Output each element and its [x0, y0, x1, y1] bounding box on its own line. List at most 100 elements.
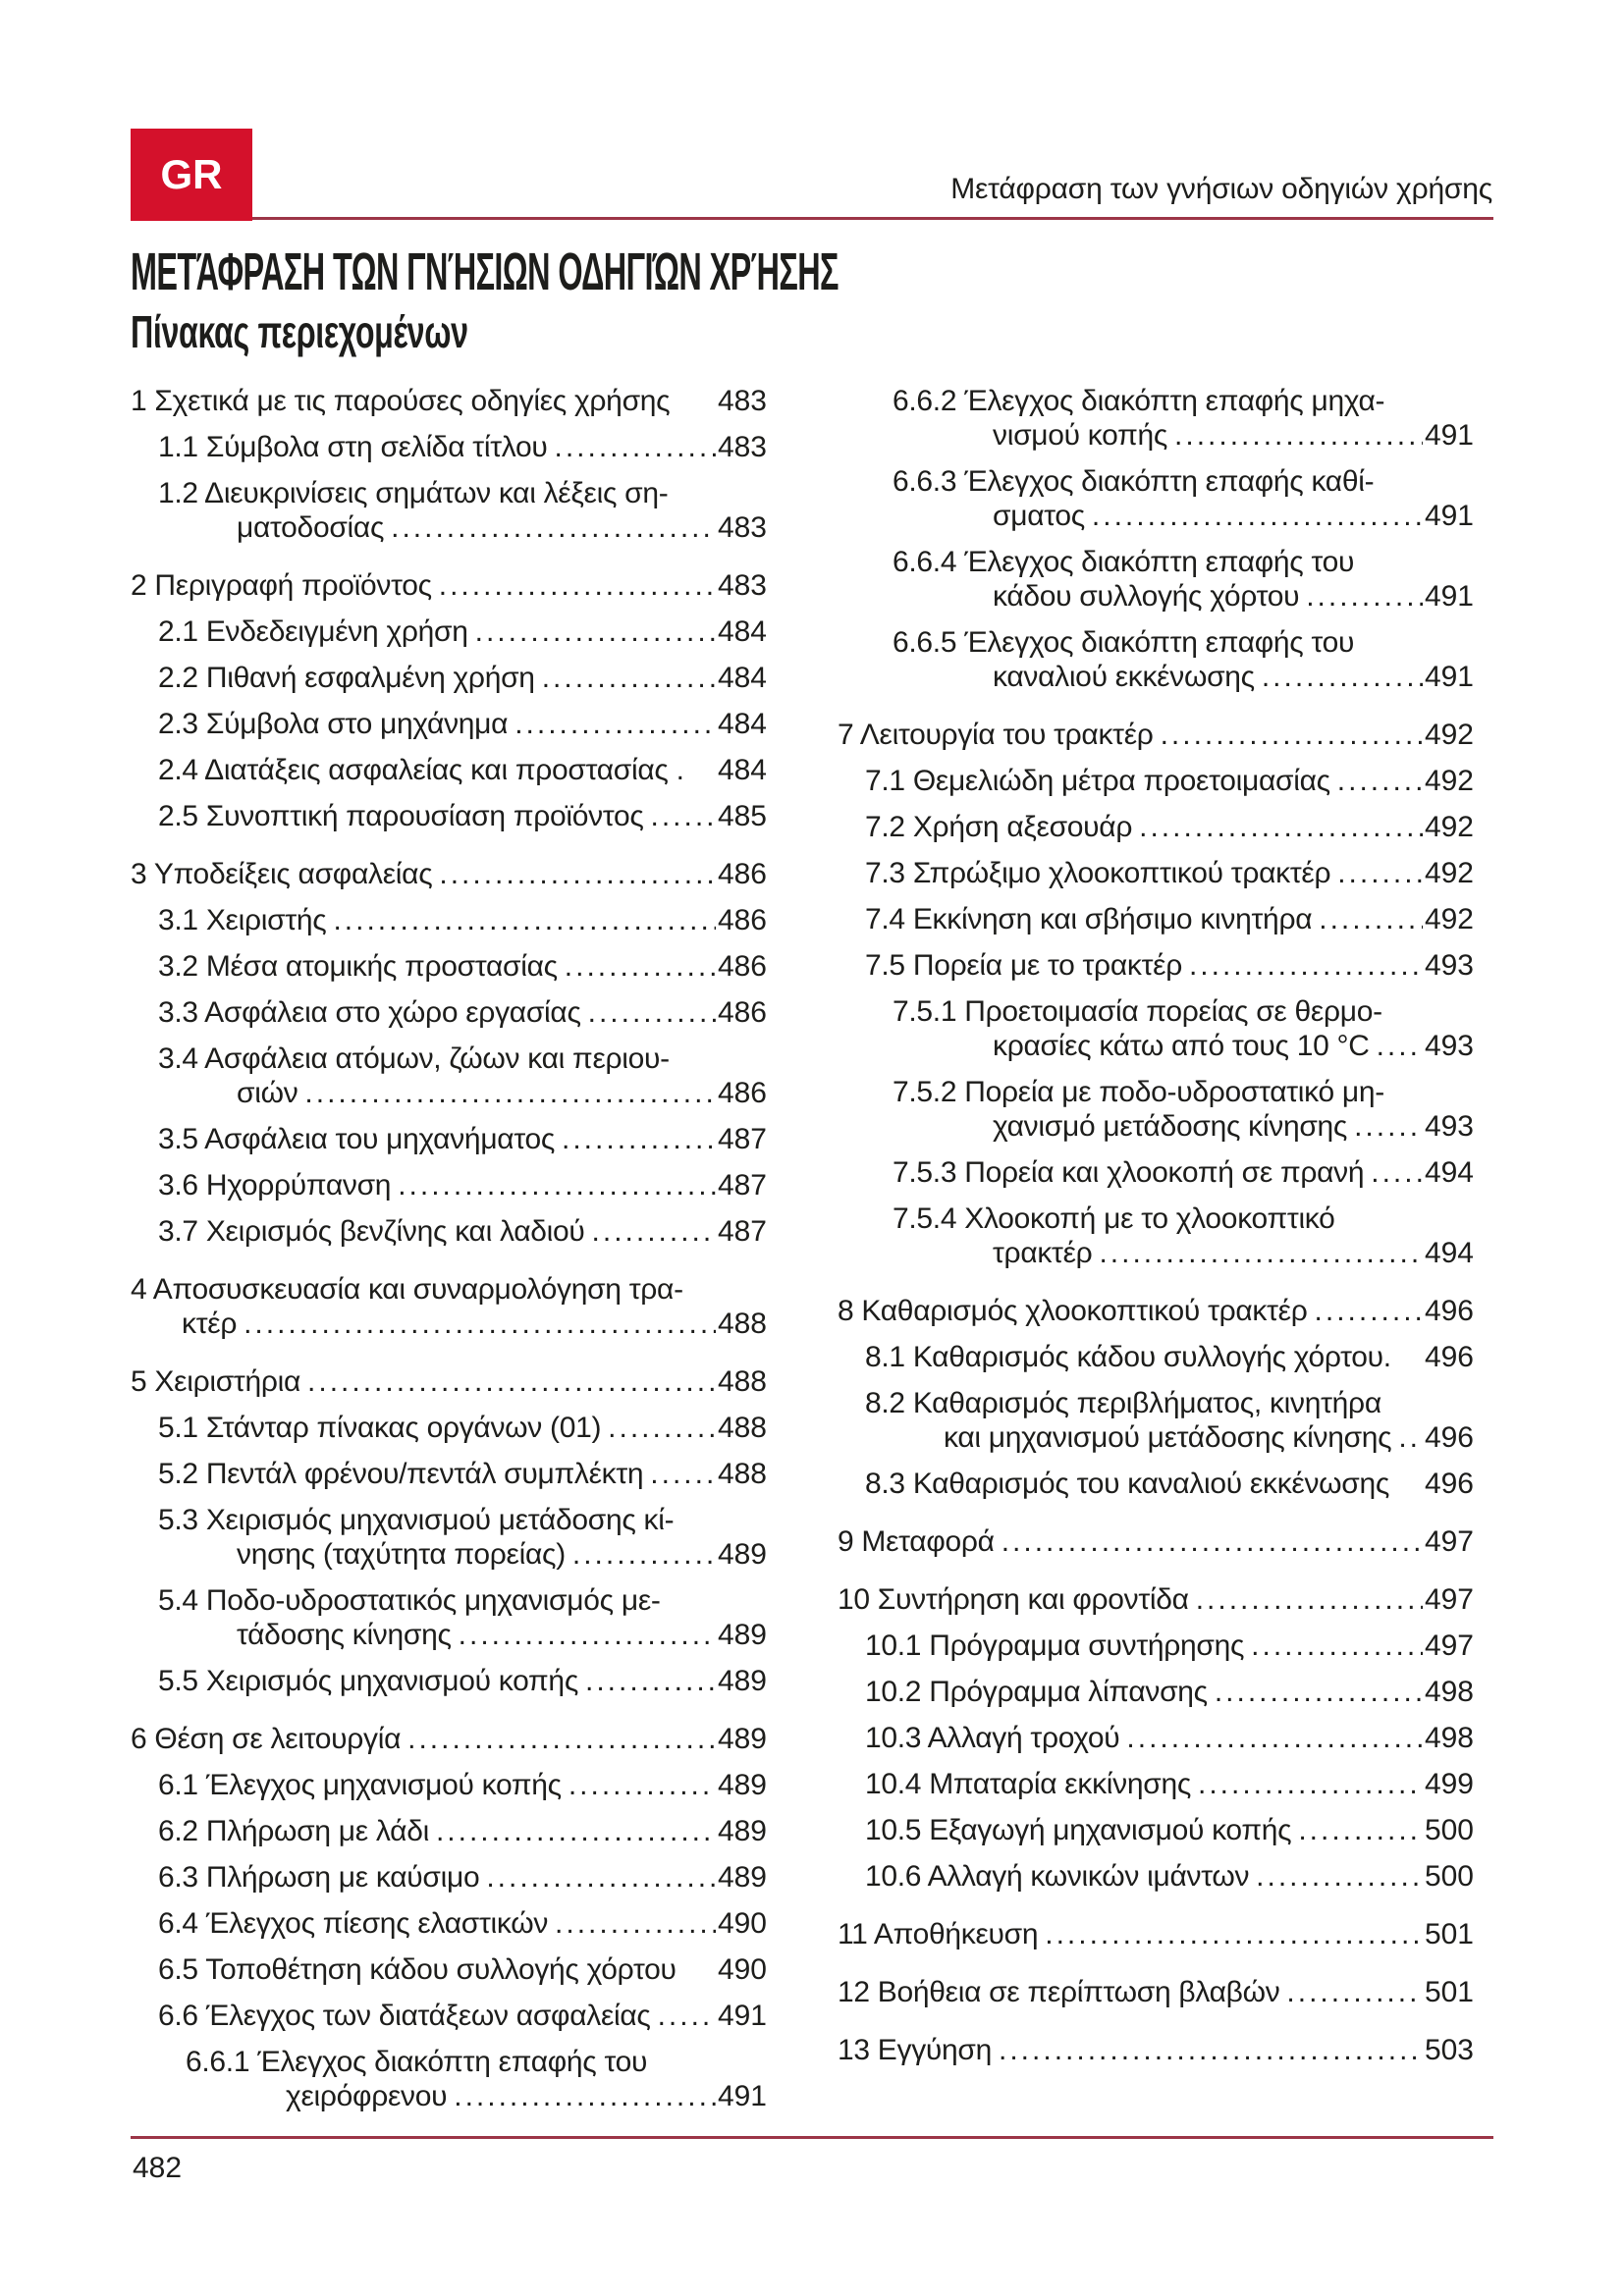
- dot-leader: ........................................…: [1126, 1722, 1423, 1754]
- toc-entry-line: 10.2 Πρόγραμμα λίπανσης.................…: [865, 1675, 1474, 1709]
- toc-entry: 3.5 Ασφάλεια του μηχανήματος............…: [158, 1122, 767, 1156]
- toc-entry: 5.3 Χειρισμός μηχανισμού μετάδοσης κί-νη…: [158, 1503, 767, 1572]
- toc-entry-text: 5.2 Πεντάλ φρένου/πεντάλ συμπλέκτη: [158, 1458, 644, 1490]
- toc-column-right: 6.6.2 Έλεγχος διακόπτη επαφής μηχα-νισμο…: [838, 384, 1474, 2125]
- toc-entry-text: τάδοσης κίνησης: [237, 1619, 452, 1651]
- toc-entry-continuation-line: τρακτέρ.................................…: [993, 1236, 1474, 1270]
- toc-entry-text: 12 Βοήθεια σε περίπτωση βλαβών: [838, 1976, 1280, 2008]
- toc-entry-text: 5.3 Χειρισμός μηχανισμού μετάδοσης κί-: [158, 1504, 675, 1536]
- toc-entry: 10.6 Αλλαγή κωνικών ιμάντων.............…: [865, 1859, 1474, 1894]
- toc-page-number: 486: [717, 996, 767, 1029]
- toc-entry: 3.7 Χειρισμός βενζίνης και λαδιού.......…: [158, 1214, 767, 1249]
- toc-entry: 7.3 Σπρώξιμο χλοοκοπτικού τρακτέρ.......…: [865, 856, 1474, 890]
- toc-entry-continuation-line: ματοδοσίας..............................…: [237, 510, 767, 545]
- toc-entry-text: 6.2 Πλήρωση με λάδι: [158, 1815, 429, 1847]
- toc-entry-line: 7 Λειτουργία του τρακτέρ................…: [838, 718, 1474, 752]
- toc-page-number: 498: [1424, 1676, 1474, 1708]
- toc-entry: 1 Σχετικά με τις παρούσες οδηγίες χρήσης…: [131, 384, 767, 418]
- toc-entry-text: καναλιού εκκένωσης: [993, 661, 1255, 693]
- dot-leader: ........................................…: [435, 1815, 716, 1847]
- toc-entry-line: 5.5 Χειρισμός μηχανισμού κοπής..........…: [158, 1664, 767, 1698]
- toc-entry: 8 Καθαρισμός χλοοκοπτικού τρακτέρ.......…: [838, 1294, 1474, 1328]
- toc-entry-text: 6.6.1 Έλεγχος διακόπτη επαφής του: [186, 2046, 648, 2078]
- toc-entry-line: 1.2 Διευκρινίσεις σημάτων και λέξεις ση-: [158, 476, 767, 510]
- toc-page-number: 492: [1424, 857, 1474, 889]
- toc-page-number: 484: [717, 615, 767, 648]
- page-title: ΜΕΤΆΦΡΑΣΗ ΤΩΝ ΓΝΉΣΙΩΝ ΟΔΗΓΙΏΝ ΧΡΉΣΗΣ: [131, 242, 839, 301]
- dot-leader: ........................................…: [333, 904, 716, 936]
- toc-entry: 6.6.1 Έλεγχος διακόπτη επαφής του χειρόφρ…: [186, 2045, 767, 2113]
- toc-entry: 8.1 Καθαρισμός κάδου συλλογής χόρτου. 496: [865, 1340, 1474, 1374]
- toc-entry: 11 Αποθήκευση...........................…: [838, 1917, 1474, 1951]
- dot-leader: ........................................…: [1139, 811, 1423, 843]
- toc-entry-line: 3 Υποδείξεις ασφαλείας..................…: [131, 857, 767, 891]
- dot-leader: ........................................…: [1261, 661, 1423, 693]
- toc-page-number: 498: [1424, 1722, 1474, 1754]
- toc-page-number: 484: [717, 662, 767, 694]
- toc-page-number: 484: [717, 754, 767, 786]
- dot-leader: ........................................…: [1001, 1525, 1423, 1558]
- toc-entry-line: 7.3 Σπρώξιμο χλοοκοπτικού τρακτέρ.......…: [865, 856, 1474, 890]
- toc-entry-line: 3.6 Ηχορρύπανση.........................…: [158, 1168, 767, 1202]
- toc-entry-line: 2.2 Πιθανή εσφαλμένη χρήση..............…: [158, 661, 767, 695]
- toc-page-number: 489: [717, 1815, 767, 1847]
- dot-leader: ........................................…: [1174, 419, 1423, 452]
- toc-entry-line: 10.5 Εξαγωγή μηχανισμού κοπής...........…: [865, 1813, 1474, 1847]
- toc-page-number: 487: [717, 1169, 767, 1201]
- toc-entry-continuation-line: νησης (ταχύτητα πορείας)................…: [237, 1537, 767, 1572]
- toc-entry-line: 6.5 Τοποθέτηση κάδου συλλογής χόρτου 490: [158, 1952, 767, 1987]
- dot-leader: ........................................…: [1198, 1768, 1423, 1800]
- toc-entry-line: 7.2 Χρήση αξεσουάρ......................…: [865, 810, 1474, 844]
- toc-entry: 2.5 Συνοπτική παρουσίαση προϊόντος......…: [158, 799, 767, 833]
- toc-entry-line: 8.3 Καθαρισμός του καναλιού εκκένωσης 496: [865, 1467, 1474, 1501]
- toc-page-number: 483: [717, 385, 767, 417]
- toc-entry-text: 3.7 Χειρισμός βενζίνης και λαδιού: [158, 1215, 585, 1248]
- toc-entry-text: 1.1 Σύμβολα στη σελίδα τίτλου: [158, 431, 548, 463]
- toc-entry-text: 3 Υποδείξεις ασφαλείας: [131, 858, 433, 890]
- toc-page-number: 484: [717, 708, 767, 740]
- toc-entry-text: 3.6 Ηχορρύπανση: [158, 1169, 392, 1201]
- toc-entry-line: 6.3 Πλήρωση με καύσιμο..................…: [158, 1860, 767, 1895]
- dot-leader: ........................................…: [1091, 500, 1423, 532]
- toc-entry-text: και μηχανισμού μετάδοσης κίνησης: [944, 1421, 1392, 1454]
- toc-entry-text: νισμού κοπής: [993, 419, 1168, 452]
- dot-leader: ........................................…: [554, 431, 716, 463]
- toc-entry-text: κτέρ: [182, 1308, 238, 1340]
- toc-page-number: 486: [717, 858, 767, 890]
- toc-entry-continuation-line: σματος..................................…: [993, 499, 1474, 533]
- dot-leader: ........................................…: [1099, 1237, 1423, 1269]
- toc-entry-text: 1 Σχετικά με τις παρούσες οδηγίες χρήσης: [131, 385, 671, 417]
- dot-leader: ........................................…: [1371, 1156, 1423, 1189]
- toc-entry: 5 Χειριστήρια...........................…: [131, 1364, 767, 1399]
- toc-entry: 5.4 Ποδο-υδροστατικός μηχανισμός με-τάδο…: [158, 1583, 767, 1652]
- dot-leader: ........................................…: [1256, 1860, 1423, 1893]
- toc-entry-line: 5.3 Χειρισμός μηχανισμού μετάδοσης κί-: [158, 1503, 767, 1537]
- toc-entry-text: 10.1 Πρόγραμμα συντήρησης: [865, 1629, 1245, 1662]
- toc-entry-line: 8.1 Καθαρισμός κάδου συλλογής χόρτου. 496: [865, 1340, 1474, 1374]
- toc-entry-line: 3.4 Ασφάλεια ατόμων, ζώων και περιου-: [158, 1041, 767, 1076]
- dot-leader: ........................................…: [568, 1769, 716, 1801]
- toc-page-number: 486: [717, 950, 767, 983]
- toc-entry-continuation-line: κάδου συλλογής χόρτου...................…: [993, 579, 1474, 614]
- toc-entry-text: 8.3 Καθαρισμός του καναλιού εκκένωσης: [865, 1468, 1390, 1500]
- toc-entry-text: 7.5.1 Προετοιμασία πορείας σε θερμο-: [893, 995, 1382, 1028]
- dot-leader: ........................................…: [391, 511, 716, 544]
- toc-entry-line: 2.5 Συνοπτική παρουσίαση προϊόντος......…: [158, 799, 767, 833]
- toc-page-number: 499: [1424, 1768, 1474, 1800]
- toc-entry-text: 7.2 Χρήση αξεσουάρ: [865, 811, 1133, 843]
- toc-entry-text: 7.5 Πορεία με το τρακτέρ: [865, 949, 1182, 982]
- toc-entry: 3.4 Ασφάλεια ατόμων, ζώων και περιου-σιώ…: [158, 1041, 767, 1110]
- toc-entry-text: 2.2 Πιθανή εσφαλμένη χρήση: [158, 662, 535, 694]
- toc-entry-text: 2 Περιγραφή προϊόντος: [131, 569, 432, 602]
- toc-entry: 5.1 Στάνταρ πίνακας οργάνων (01)........…: [158, 1411, 767, 1445]
- toc-page-number: 497: [1424, 1629, 1474, 1662]
- toc-entry: 6.6.5 Έλεγχος διακόπτη επαφής του καναλιο…: [893, 625, 1474, 694]
- dot-leader: ........................................…: [514, 708, 716, 740]
- toc-entry-text: 1.2 Διευκρινίσεις σημάτων και λέξεις ση-: [158, 477, 669, 509]
- toc-entry-text: νησης (ταχύτητα πορείας): [237, 1538, 566, 1571]
- toc-entry-text: 6.6.2 Έλεγχος διακόπτη επαφής μηχα-: [893, 385, 1385, 417]
- toc-entry-text: 6.5 Τοποθέτηση κάδου συλλογής χόρτου: [158, 1953, 677, 1986]
- toc-entry: 9 Μεταφορά..............................…: [838, 1524, 1474, 1559]
- toc-entry-text: χειρόφρενου: [286, 2080, 448, 2112]
